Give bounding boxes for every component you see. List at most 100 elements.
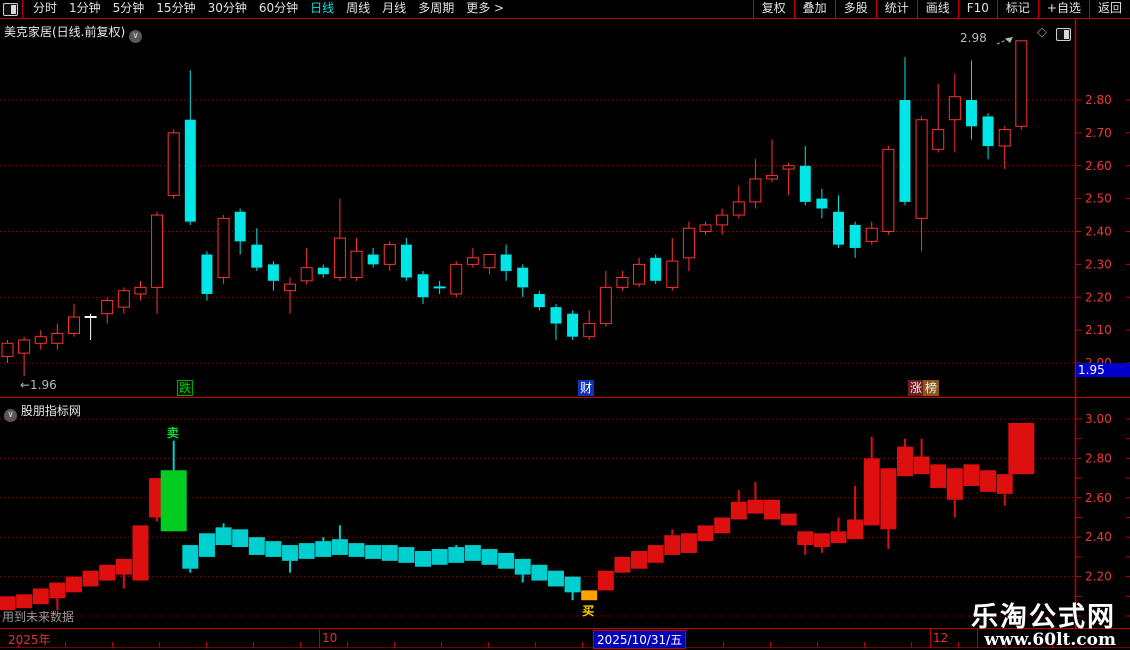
candle xyxy=(816,198,828,209)
main-chart-title: 美克家居(日线.前复权) xyxy=(4,25,126,39)
event-flag-榜[interactable]: 榜 xyxy=(923,380,940,396)
tools-menu: 复权 叠加 多股 统计 画线 F10 标记 +自选 返回 xyxy=(752,0,1130,18)
indicator-title: 股朋指标网 xyxy=(20,404,81,418)
indicator-bar xyxy=(132,525,149,581)
price-axis-label: 2.30 xyxy=(1085,257,1112,271)
candle xyxy=(517,267,529,288)
indicator-bar xyxy=(564,576,581,593)
menu-item-15分钟[interactable]: 15分钟 xyxy=(156,1,196,15)
last-price-tag: 1.95 xyxy=(1076,363,1130,377)
candle xyxy=(251,244,263,268)
menu-item-标记[interactable]: 标记 xyxy=(996,0,1038,18)
menu-item-周线[interactable]: 周线 xyxy=(346,1,371,15)
time-axis[interactable]: 2025年 10 2025/10/31/五 12 xyxy=(0,628,1130,649)
indicator-bar xyxy=(547,570,564,587)
menu-item-分时[interactable]: 分时 xyxy=(33,1,58,15)
indicator-title-row: ∨ 股朋指标网 xyxy=(4,402,81,422)
time-label[interactable]: 2025年 xyxy=(8,633,51,647)
time-tick xyxy=(582,642,583,648)
time-tick xyxy=(300,642,301,648)
menu-item-月线[interactable]: 月线 xyxy=(382,1,407,15)
menu-item-+自选[interactable]: +自选 xyxy=(1037,0,1089,18)
menu-separator xyxy=(22,0,23,18)
time-tick xyxy=(535,642,536,648)
time-tick xyxy=(394,642,395,648)
menu-item-日线[interactable]: 日线 xyxy=(310,1,335,15)
price-axis-label: 2.70 xyxy=(1085,126,1112,140)
menu-item-更多 >[interactable]: 更多 > xyxy=(466,1,505,15)
indicator-bar xyxy=(49,582,66,599)
panel-layout-icon[interactable] xyxy=(1056,28,1071,41)
indicator-bar xyxy=(265,541,282,557)
indicator-bar xyxy=(16,594,33,609)
candle xyxy=(367,254,379,265)
indicator-bar xyxy=(730,501,747,520)
chevron-down-icon[interactable]: ∨ xyxy=(129,30,143,43)
event-flag-涨[interactable]: 涨 xyxy=(908,380,925,396)
candle xyxy=(682,227,695,259)
menu-item-叠加[interactable]: 叠加 xyxy=(793,0,835,18)
time-tick xyxy=(206,642,207,648)
main-chart-title-row: 美克家居(日线.前复权) ∨ xyxy=(4,23,143,43)
indicator-bar xyxy=(182,545,199,569)
price-axis-label: 3.00 xyxy=(1085,412,1112,426)
menu-item-5分钟[interactable]: 5分钟 xyxy=(112,1,145,15)
candle xyxy=(699,224,712,233)
candle xyxy=(583,323,596,338)
candle xyxy=(350,250,363,279)
time-tick xyxy=(159,642,160,648)
candle xyxy=(201,254,213,294)
indicator-bar xyxy=(631,550,648,569)
indicator-bar xyxy=(1008,422,1035,475)
indicator-bar xyxy=(315,541,332,557)
event-flag-跌[interactable]: 跌 xyxy=(177,380,194,396)
candle xyxy=(732,201,745,216)
event-flag-财[interactable]: 财 xyxy=(578,380,595,396)
price-axis-label: 2.60 xyxy=(1085,159,1112,173)
time-separator xyxy=(319,629,320,648)
menu-item-画线[interactable]: 画线 xyxy=(916,0,958,18)
time-tick xyxy=(770,642,771,648)
time-label-selected-date[interactable]: 2025/10/31/五 xyxy=(593,630,687,649)
price-axis-label: 2.60 xyxy=(1085,491,1112,505)
menu-item-复权[interactable]: 复权 xyxy=(752,0,794,18)
time-label[interactable]: 12 xyxy=(933,631,949,645)
indicator-bar xyxy=(847,519,864,540)
menu-item-多股[interactable]: 多股 xyxy=(834,0,876,18)
candle xyxy=(716,214,729,226)
time-label[interactable]: 10 xyxy=(322,631,338,645)
candle xyxy=(965,100,977,127)
menu-item-30分钟[interactable]: 30分钟 xyxy=(207,1,247,15)
indicator-chart-svg[interactable]: 3.00 2.80 2.60 2.40 2.20 xyxy=(0,398,1130,629)
candle xyxy=(217,217,230,279)
candle xyxy=(749,178,762,203)
menu-item-统计[interactable]: 统计 xyxy=(875,0,917,18)
candle xyxy=(865,227,878,242)
menu-item-多周期[interactable]: 多周期 xyxy=(418,1,455,15)
candle xyxy=(417,274,429,298)
indicator-bar xyxy=(980,470,997,492)
candle xyxy=(151,214,164,288)
indicator-bar xyxy=(498,552,515,569)
indicator-bar xyxy=(996,474,1013,494)
menu-item-60分钟[interactable]: 60分钟 xyxy=(258,1,299,15)
high-price-annotation: 2.98 xyxy=(960,31,987,45)
diamond-icon[interactable]: ◇ xyxy=(1037,25,1047,40)
indicator-bar xyxy=(813,533,830,548)
indicator-bar xyxy=(531,564,548,581)
chevron-down-icon[interactable]: ∨ xyxy=(4,409,17,422)
menu-item-返回[interactable]: 返回 xyxy=(1088,0,1130,18)
price-axis-label: 2.80 xyxy=(1085,451,1112,465)
time-tick xyxy=(723,642,724,648)
menu-item-1分钟[interactable]: 1分钟 xyxy=(69,1,101,15)
candle xyxy=(134,286,147,295)
main-chart-svg[interactable]: 2.802.702.602.502.402.302.202.102.00 xyxy=(0,19,1130,397)
indicator-bar xyxy=(680,533,697,553)
indicator-bar xyxy=(863,458,880,526)
watermark-site-url: www.60lt.com xyxy=(984,630,1116,650)
indicator-bar xyxy=(248,537,265,555)
panel-layout-icon[interactable] xyxy=(3,2,18,16)
candle xyxy=(550,307,562,324)
candle xyxy=(466,257,479,265)
menu-item-F10[interactable]: F10 xyxy=(957,0,997,18)
